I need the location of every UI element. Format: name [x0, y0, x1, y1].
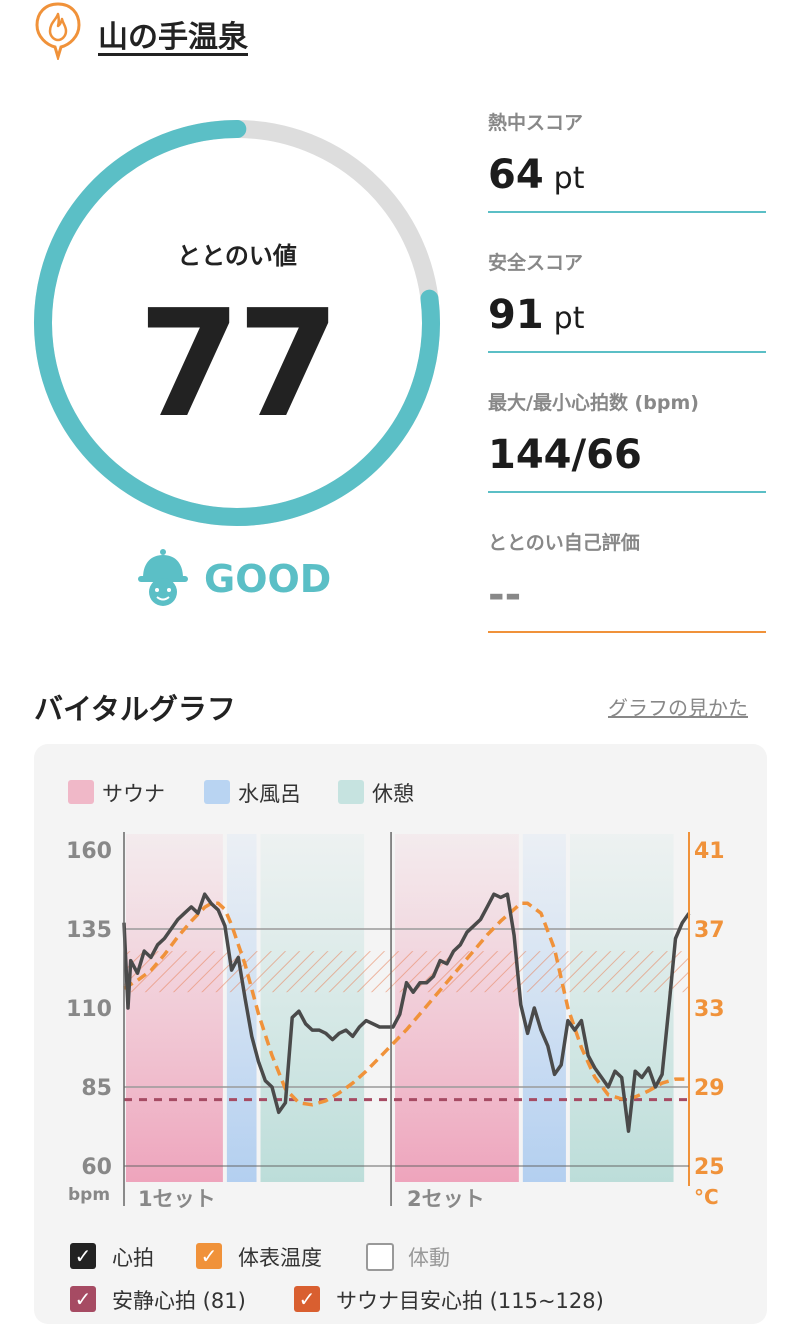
movement-checkbox[interactable] [366, 1243, 394, 1271]
graph-help-link[interactable]: グラフの見かた [608, 696, 748, 720]
phase-rest [260, 834, 365, 1182]
heart-rate-label: 最大/最小心拍数 (bpm) [488, 392, 699, 414]
heart-rate-checkbox[interactable]: ✓ [70, 1243, 96, 1269]
target-hr-checkbox[interactable]: ✓ [294, 1286, 320, 1312]
y-right-tick: 25 [694, 1155, 725, 1180]
score-ring [34, 120, 440, 526]
score-label: ととのい値 [177, 242, 297, 270]
safety-score-label: 安全スコア [488, 252, 584, 274]
legend-sauna-swatch [68, 780, 94, 804]
self-eval-divider [488, 631, 766, 633]
y-left-tick: 160 [66, 839, 112, 864]
resting-hr-check-label[interactable]: 安静心拍 (81) [112, 1289, 246, 1313]
y-right-tick: 29 [694, 1076, 725, 1101]
legend-rest-label: 休憩 [372, 782, 414, 806]
heart-rate-divider [488, 491, 766, 493]
movement-check-label[interactable]: 体動 [408, 1246, 450, 1270]
y-left-unit: bpm [68, 1185, 110, 1205]
status-text: GOOD [204, 557, 332, 601]
y-right-tick: 37 [694, 918, 725, 943]
phase-sauna [395, 834, 519, 1182]
skin-temp-check-label[interactable]: 体表温度 [238, 1246, 322, 1270]
legend-cold-swatch [204, 780, 230, 804]
y-left-tick: 110 [66, 997, 112, 1022]
sauna-hat-face-icon [138, 549, 188, 606]
set-label: 2セット [407, 1187, 485, 1211]
y-left-tick: 85 [81, 1076, 112, 1101]
y-right-unit: °C [694, 1185, 719, 1209]
heat-score-divider [488, 211, 766, 213]
y-left-tick: 60 [81, 1155, 112, 1180]
heat-score-label: 熱中スコア [488, 112, 584, 134]
safety-score-value: 91 pt [488, 292, 585, 338]
safety-score-divider [488, 351, 766, 353]
heart-rate-check-label[interactable]: 心拍 [112, 1246, 154, 1270]
resting-hr-checkbox[interactable]: ✓ [70, 1286, 96, 1312]
legend-sauna-label: サウナ [102, 782, 165, 806]
self-eval-label: ととのい自己評価 [488, 532, 640, 554]
heart-rate-line [122, 892, 691, 1133]
skin-temp-checkbox[interactable]: ✓ [196, 1243, 222, 1269]
vital-graph-title: バイタルグラフ [34, 692, 236, 726]
y-right-tick: 41 [694, 839, 725, 864]
y-right-tick: 33 [694, 997, 725, 1022]
set-label: 1セット [138, 1187, 216, 1211]
phase-cold [522, 834, 566, 1182]
skin-temp-line [123, 901, 689, 1107]
self-eval-value[interactable]: -- [488, 572, 522, 618]
y-left-tick: 135 [66, 918, 112, 943]
phase-cold [226, 834, 257, 1182]
legend-rest-swatch [338, 780, 364, 804]
heat-score-value: 64 pt [488, 152, 585, 198]
vital-chart: 160 135 110 85 60 41 37 33 29 25 bpm °C 1セット 2セット [66, 832, 725, 1211]
heart-rate-value: 144/66 [488, 432, 642, 478]
score-value: 77 [138, 278, 340, 450]
flame-icon [35, 2, 81, 60]
venue-title[interactable]: 山の手温泉 [98, 20, 248, 55]
legend-cold-label: 水風呂 [238, 782, 301, 806]
target-hr-check-label[interactable]: サウナ目安心拍 (115~128) [336, 1289, 604, 1313]
phase-sauna [126, 834, 223, 1182]
phase-rest [569, 834, 674, 1182]
